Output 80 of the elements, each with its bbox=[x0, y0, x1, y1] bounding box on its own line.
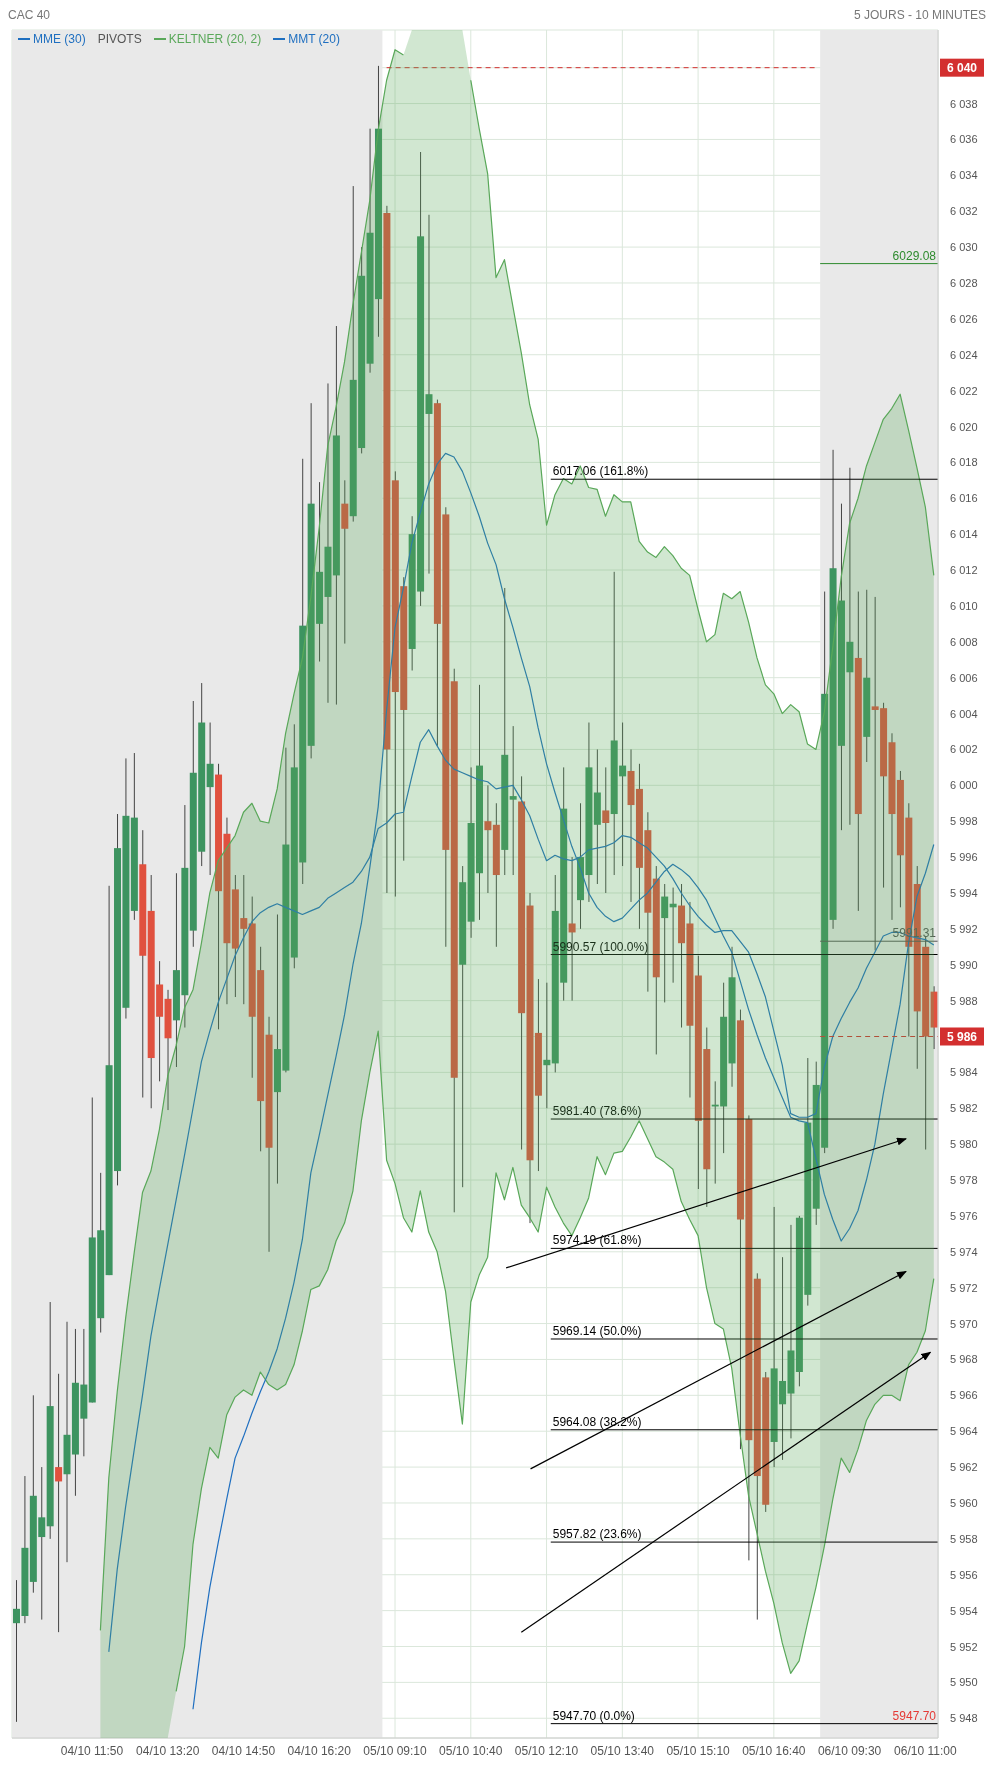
candlestick bbox=[509, 725, 517, 876]
y-tick-label: 5 972 bbox=[950, 1281, 978, 1294]
line-series bbox=[175, 1030, 935, 1692]
y-tick-label: 5 974 bbox=[950, 1245, 978, 1258]
x-tick-label: 05/10 12:10 bbox=[514, 1743, 579, 1758]
ref-line-label: 5969.14 (50.0%) bbox=[552, 1323, 642, 1338]
y-tick-label: 5 976 bbox=[950, 1209, 978, 1222]
ref-line-label: 6029.08 bbox=[892, 248, 937, 263]
x-tick-label: 06/10 09:30 bbox=[817, 1743, 882, 1758]
y-tick-label: 6 018 bbox=[950, 456, 978, 469]
y-tick-label: 5 986 bbox=[946, 1029, 978, 1044]
y-tick-label: 6 038 bbox=[950, 97, 978, 110]
y-tick-label: 5 958 bbox=[950, 1532, 978, 1545]
y-tick-label: 5 992 bbox=[950, 922, 978, 935]
y-tick-label: 6 008 bbox=[950, 635, 978, 648]
y-tick-label: 6 040 bbox=[946, 60, 978, 75]
y-tick-label: 5 966 bbox=[950, 1389, 978, 1402]
y-tick-label: 6 020 bbox=[950, 420, 978, 433]
y-tick-label: 5 990 bbox=[950, 958, 978, 971]
ref-line-label: 5974.19 (61.8%) bbox=[552, 1233, 642, 1248]
y-tick-label: 6 030 bbox=[950, 241, 978, 254]
legend-label: MMT (20) bbox=[287, 32, 340, 46]
y-tick-label: 6 024 bbox=[950, 348, 978, 361]
y-tick-label: 5 952 bbox=[950, 1640, 978, 1653]
chart-title: CAC 40 bbox=[8, 8, 51, 24]
x-tick-label: 04/10 13:20 bbox=[136, 1743, 200, 1758]
x-tick-label: 05/10 13:40 bbox=[590, 1743, 655, 1758]
y-tick-label: 5 980 bbox=[950, 1138, 978, 1151]
legend-label: MME (30) bbox=[32, 32, 86, 46]
y-tick-label: 5 998 bbox=[950, 815, 978, 828]
y-tick-label: 6 022 bbox=[950, 384, 978, 397]
y-tick-label: 6 034 bbox=[950, 169, 978, 182]
y-tick-label: 6 004 bbox=[950, 707, 978, 720]
y-tick-label: 5 984 bbox=[950, 1066, 978, 1079]
y-tick-label: 5 994 bbox=[950, 886, 978, 899]
y-tick-label: 6 028 bbox=[950, 276, 978, 289]
y-tick-label: 6 026 bbox=[950, 312, 978, 325]
annotation: PIVOTS bbox=[97, 32, 142, 46]
y-tick-label: 5 962 bbox=[950, 1461, 978, 1474]
y-tick-label: 6 002 bbox=[950, 743, 978, 756]
y-tick-label: 5 968 bbox=[950, 1353, 978, 1366]
x-tick-label: 04/10 11:50 bbox=[60, 1743, 124, 1758]
x-tick-label: 05/10 16:40 bbox=[742, 1743, 806, 1758]
y-tick-label: 5 978 bbox=[950, 1174, 978, 1187]
y-tick-label: 5 996 bbox=[950, 851, 978, 864]
y-tick-label: 5 954 bbox=[950, 1604, 978, 1617]
x-tick-label: 05/10 10:40 bbox=[439, 1743, 503, 1758]
chart-subtitle: 5 JOURS - 10 MINUTES bbox=[853, 8, 986, 24]
candlestick bbox=[484, 784, 492, 894]
ref-line-label: 5957.82 (23.6%) bbox=[552, 1527, 642, 1542]
x-tick-label: 05/10 15:10 bbox=[666, 1743, 731, 1758]
y-tick-label: 6 000 bbox=[950, 779, 978, 792]
y-tick-label: 6 006 bbox=[950, 671, 978, 684]
y-tick-label: 5 970 bbox=[950, 1317, 978, 1330]
y-tick-label: 5 964 bbox=[950, 1425, 978, 1438]
candlestick bbox=[55, 1373, 63, 1633]
annotation: 5947.70 bbox=[892, 1708, 937, 1723]
x-tick-label: 06/10 11:00 bbox=[894, 1743, 957, 1758]
candlestick bbox=[543, 982, 551, 1109]
y-tick-label: 6 016 bbox=[950, 492, 978, 505]
x-tick-label: 05/10 09:10 bbox=[363, 1743, 428, 1758]
candlestick bbox=[206, 722, 214, 876]
ref-line-label: 5947.70 (0.0%) bbox=[552, 1708, 635, 1723]
candlestick bbox=[661, 883, 669, 1003]
y-tick-label: 6 010 bbox=[950, 599, 978, 612]
y-tick-label: 5 960 bbox=[950, 1496, 978, 1509]
legend-label: KELTNER (20, 2) bbox=[167, 32, 262, 46]
ref-line-label: 5981.40 (78.6%) bbox=[552, 1104, 642, 1119]
y-tick-label: 6 036 bbox=[950, 133, 978, 146]
y-tick-label: 6 012 bbox=[950, 564, 978, 577]
y-tick-label: 6 032 bbox=[950, 205, 978, 218]
x-tick-label: 04/10 16:20 bbox=[287, 1743, 352, 1758]
y-tick-label: 5 956 bbox=[950, 1568, 978, 1581]
x-tick-label: 04/10 14:50 bbox=[211, 1743, 276, 1758]
y-tick-label: 6 014 bbox=[950, 528, 978, 541]
y-tick-label: 5 950 bbox=[950, 1676, 978, 1689]
y-tick-label: 5 988 bbox=[950, 994, 978, 1007]
candlestick bbox=[602, 766, 610, 894]
y-tick-label: 5 982 bbox=[950, 1102, 978, 1115]
y-tick-label: 5 948 bbox=[950, 1712, 978, 1725]
